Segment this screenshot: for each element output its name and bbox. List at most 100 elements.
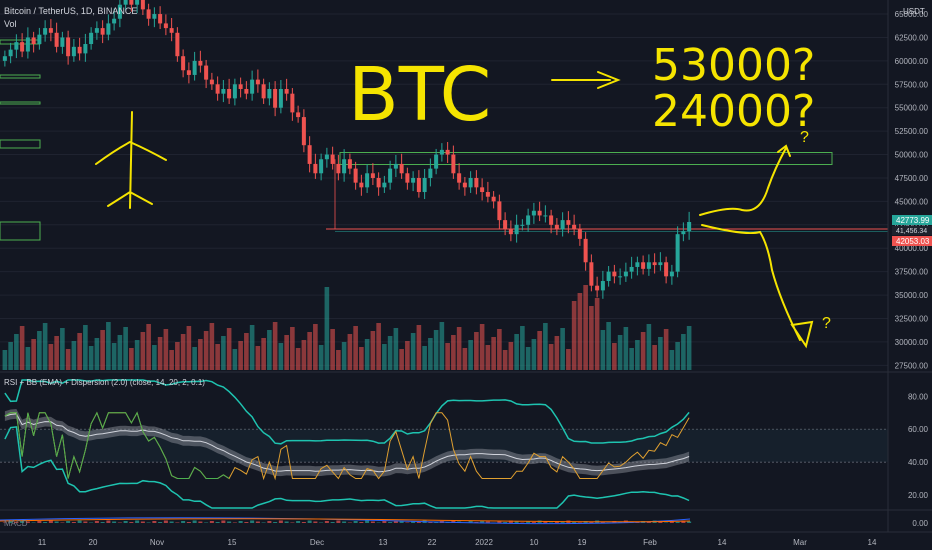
candle-body[interactable] [641,262,646,269]
indicator-title[interactable]: RSI + BB (EMA) + Dispersion (2.0) (close… [4,378,205,387]
candle-body[interactable] [129,0,134,5]
candle-body[interactable] [290,93,295,113]
candle-body[interactable] [428,168,433,178]
candle-body[interactable] [411,177,416,183]
candle-body[interactable] [60,37,65,47]
candle-body[interactable] [520,224,525,226]
candle-body[interactable] [14,42,19,50]
candle-body[interactable] [336,163,341,174]
candle-body[interactable] [664,262,669,277]
time-tick-label[interactable]: 13 [379,538,388,547]
candle-body[interactable] [342,159,347,174]
candles[interactable] [2,0,692,299]
candle-body[interactable] [313,163,318,174]
candle-body[interactable] [25,37,30,52]
candle-body[interactable] [169,28,174,33]
candle-body[interactable] [244,88,249,94]
candle-body[interactable] [606,271,611,282]
price-tick-label[interactable]: 42500.00 [895,221,929,230]
candle-body[interactable] [416,177,421,193]
candle-body[interactable] [439,149,444,155]
candle-body[interactable] [543,215,548,217]
candle-body[interactable] [330,154,335,164]
candle-body[interactable] [186,70,191,75]
candle-body[interactable] [589,262,594,286]
candle-body[interactable] [474,177,479,188]
candle-body[interactable] [549,215,554,225]
candle-body[interactable] [227,88,232,99]
candle-body[interactable] [163,23,168,29]
candle-body[interactable] [20,42,25,52]
candle-body[interactable] [221,88,226,94]
candle-body[interactable] [158,14,163,24]
candle-body[interactable] [215,84,220,94]
candle-body[interactable] [267,88,272,99]
candle-body[interactable] [554,224,559,230]
candle-body[interactable] [307,145,312,164]
candle-body[interactable] [347,159,352,169]
candle-body[interactable] [560,220,565,230]
candle-body[interactable] [204,65,209,80]
price-tick-label[interactable]: 57500.00 [895,80,929,89]
price-tick-label[interactable]: 32500.00 [895,314,929,323]
candle-body[interactable] [526,215,531,225]
time-tick-label[interactable]: Dec [310,538,324,547]
candle-body[interactable] [181,56,186,71]
candle-body[interactable] [399,163,404,174]
candle-body[interactable] [485,192,490,197]
candle-body[interactable] [146,9,151,19]
candle-body[interactable] [140,0,145,10]
candle-body[interactable] [572,224,577,230]
candle-body[interactable] [77,46,82,54]
candle-body[interactable] [422,177,427,193]
candle-body[interactable] [457,173,462,183]
time-tick-label[interactable]: 2022 [475,538,493,547]
time-tick-label[interactable]: 14 [718,538,727,547]
candle-body[interactable] [273,88,278,108]
candle-body[interactable] [112,18,117,24]
candle-body[interactable] [324,154,329,160]
candle-body[interactable] [71,46,76,57]
price-tick-label[interactable]: 35000.00 [895,291,929,300]
price-tick-label[interactable]: 30000.00 [895,338,929,347]
candle-body[interactable] [376,177,381,188]
candle-body[interactable] [566,220,571,225]
candle-body[interactable] [284,88,289,94]
candle-body[interactable] [94,28,99,33]
time-tick-label[interactable]: 15 [228,538,237,547]
candle-body[interactable] [537,210,542,216]
candle-body[interactable] [8,49,13,57]
candle-body[interactable] [658,262,663,266]
price-tick-label[interactable]: 45000.00 [895,197,929,206]
candle-body[interactable] [681,231,686,235]
time-tick-label[interactable]: 11 [38,538,47,547]
candle-body[interactable] [382,182,387,188]
candle-body[interactable] [451,154,456,174]
candle-body[interactable] [618,276,623,278]
candle-body[interactable] [468,177,473,188]
price-tick-label[interactable]: 47500.00 [895,174,929,183]
candle-body[interactable] [353,168,358,183]
candle-body[interactable] [117,4,122,19]
candle-body[interactable] [514,224,519,235]
time-axis[interactable]: 11 20 Nov 15 Dec 13 22 2022 10 19 Feb 14 Mar 14 [38,538,877,547]
candle-body[interactable] [480,187,485,193]
candle-body[interactable] [135,0,140,5]
price-tick-label[interactable]: 55000.00 [895,104,929,113]
candle-body[interactable] [54,32,59,47]
candle-body[interactable] [531,210,536,216]
candle-body[interactable] [629,266,634,272]
candle-body[interactable] [600,281,605,291]
candle-body[interactable] [319,159,324,174]
symbol-title[interactable]: Bitcoin / TetherUS, 1D, BINANCE [4,6,137,16]
price-tick-label[interactable]: 65000.00 [895,10,929,19]
candle-body[interactable] [405,173,410,183]
candle-body[interactable] [100,28,105,35]
price-tick-label[interactable]: 62500.00 [895,33,929,42]
candle-body[interactable] [497,201,502,221]
candle-body[interactable] [675,234,680,272]
candle-body[interactable] [491,196,496,202]
candle-body[interactable] [48,28,53,33]
candle-body[interactable] [669,271,674,277]
candle-body[interactable] [192,60,197,75]
